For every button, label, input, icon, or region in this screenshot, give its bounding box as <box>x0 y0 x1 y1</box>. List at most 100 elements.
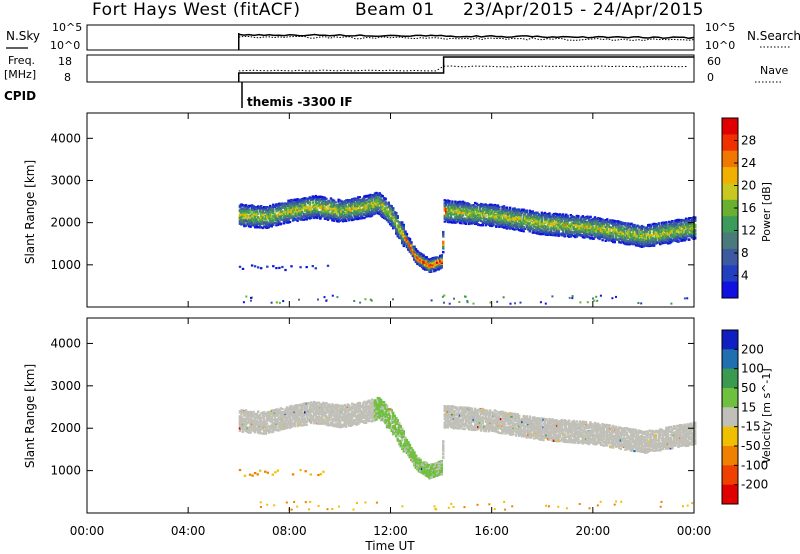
power-cell <box>376 206 380 210</box>
power-cell <box>619 234 622 237</box>
power-cell <box>379 195 383 198</box>
power-cell <box>352 206 355 209</box>
power-cell <box>316 215 319 218</box>
power-cell <box>513 224 516 227</box>
power-cell <box>317 204 321 207</box>
power-cell <box>455 205 459 208</box>
power-cell <box>395 211 398 214</box>
power-cell <box>287 215 290 218</box>
power-cell <box>458 211 462 214</box>
power-cell <box>323 200 327 203</box>
power-cell <box>376 198 380 202</box>
power-cell <box>518 208 521 211</box>
power-cell <box>322 196 325 199</box>
power-cell <box>487 208 490 211</box>
power-cell <box>258 220 261 223</box>
power-cell <box>452 208 456 211</box>
power-cell <box>580 234 583 237</box>
power-cell <box>414 260 418 263</box>
cpid-label: CPID <box>4 89 36 103</box>
power-cell <box>619 228 622 231</box>
power-cell <box>319 199 322 202</box>
power-cell <box>452 213 456 216</box>
power-cell <box>528 216 531 219</box>
power-cell <box>625 240 629 243</box>
power-cell <box>253 207 257 210</box>
power-cell <box>492 222 495 225</box>
power-cell <box>293 218 296 221</box>
power-cell <box>296 198 299 201</box>
power-cell <box>385 209 389 212</box>
power-cell <box>376 196 380 199</box>
power-cell <box>498 210 501 213</box>
power-cell <box>467 213 471 217</box>
freq-left-tick-top: 18 <box>58 55 72 68</box>
power-cell <box>552 216 556 219</box>
power-cell <box>348 199 351 202</box>
power-cell <box>284 207 287 210</box>
power-cell <box>345 199 348 202</box>
power-cell <box>563 217 566 220</box>
power-cell <box>587 232 591 235</box>
power-cell <box>443 215 446 218</box>
power-cell <box>320 210 324 213</box>
power-cell <box>351 216 354 219</box>
power-cell <box>299 210 302 213</box>
power-cell <box>613 239 616 242</box>
power-cell <box>558 217 562 220</box>
power-cell <box>307 199 310 202</box>
power-cell <box>602 229 606 232</box>
power-cell <box>343 207 346 210</box>
power-cell <box>354 217 357 220</box>
power-cell <box>337 220 340 223</box>
power-cell <box>243 223 246 226</box>
power-cell <box>291 215 295 218</box>
power-cell <box>455 207 459 210</box>
power-cell <box>521 228 524 231</box>
power-cell <box>311 201 314 204</box>
power-cell <box>393 213 396 217</box>
power-cell <box>419 257 422 261</box>
power-cell <box>530 213 533 216</box>
power-cell <box>569 228 572 231</box>
power-cell <box>487 219 490 222</box>
power-cell <box>399 235 402 239</box>
power-cell <box>425 268 428 271</box>
power-cell <box>357 211 360 214</box>
power-cell <box>480 217 483 220</box>
power-cell <box>549 215 553 218</box>
power-cell <box>387 220 390 223</box>
power-cell <box>246 207 249 210</box>
power-cell <box>486 222 489 225</box>
power-cell <box>474 217 477 220</box>
power-cell <box>244 224 248 227</box>
power-cell <box>443 214 446 217</box>
power-cell <box>508 222 512 225</box>
power-cell <box>314 216 317 219</box>
power-cell <box>516 225 519 229</box>
power-cell <box>531 215 534 219</box>
power-cell <box>270 215 273 218</box>
power-cell <box>507 209 510 212</box>
power-cell <box>577 230 580 233</box>
power-cell <box>325 207 328 210</box>
power-cell <box>481 222 484 225</box>
power-cell <box>266 226 269 229</box>
power-cell <box>540 220 544 223</box>
power-cell <box>448 219 451 222</box>
power-cell <box>552 233 556 236</box>
power-cell <box>399 237 402 240</box>
power-cell <box>238 220 242 223</box>
power-cell <box>426 268 430 271</box>
power-cell <box>565 218 568 221</box>
power-cell <box>572 235 575 238</box>
power-cell <box>357 215 360 219</box>
power-cell <box>562 213 565 216</box>
power-cell <box>486 221 489 224</box>
power-cell <box>297 209 301 213</box>
power-cell <box>261 207 264 210</box>
power-cell <box>489 213 492 216</box>
power-cell <box>263 218 266 221</box>
power-cell <box>238 222 242 225</box>
power-cell <box>264 226 267 229</box>
